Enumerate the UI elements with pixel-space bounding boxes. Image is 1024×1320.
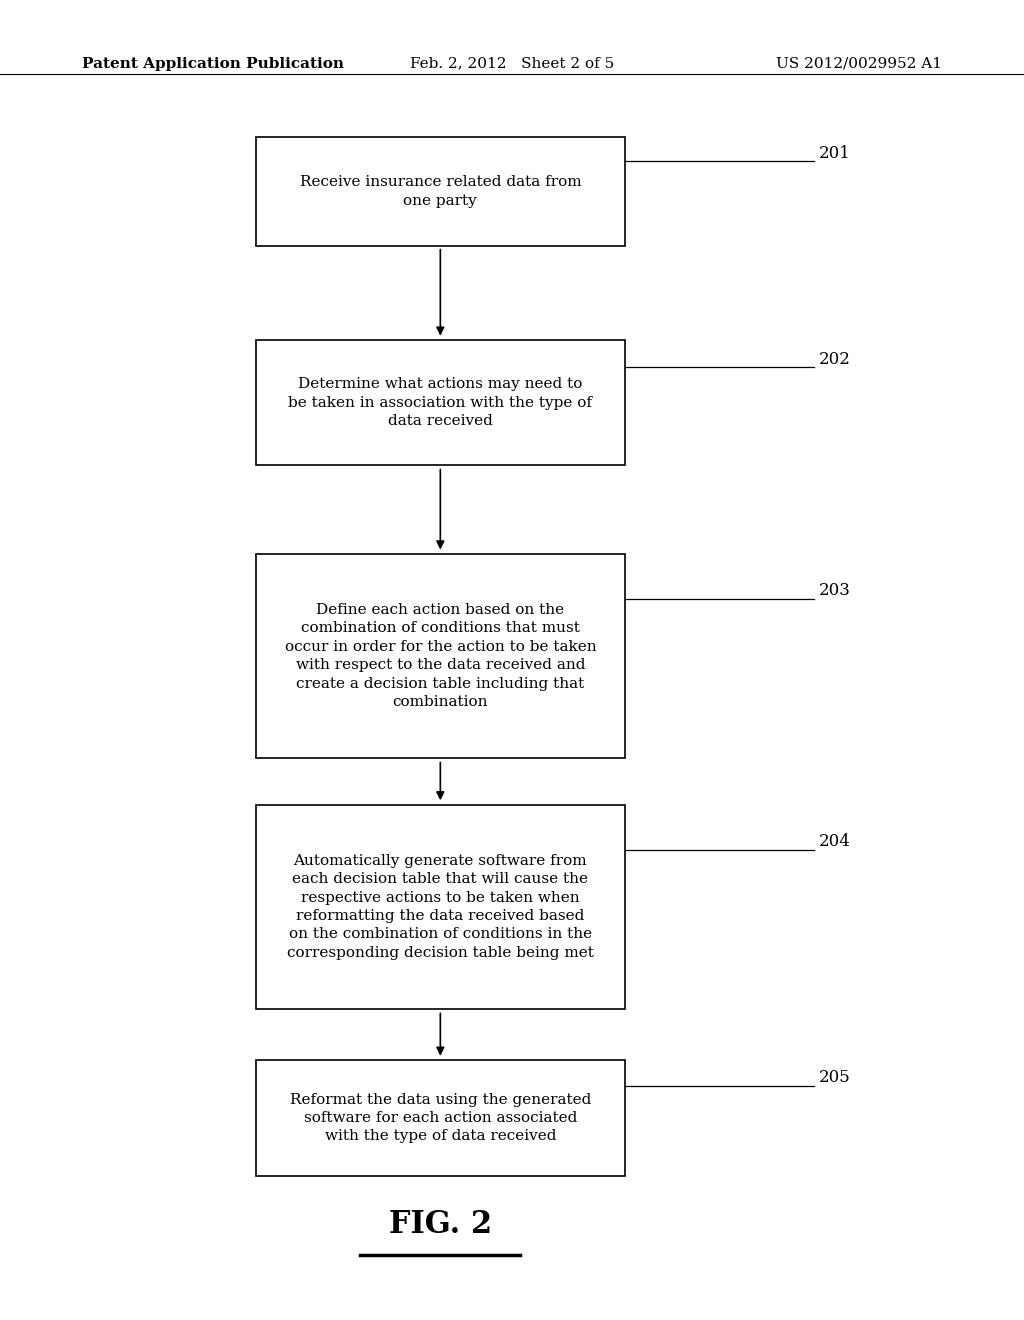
Text: 202: 202 [819, 351, 851, 368]
Text: 205: 205 [819, 1069, 851, 1086]
FancyBboxPatch shape [256, 341, 625, 466]
Text: Feb. 2, 2012   Sheet 2 of 5: Feb. 2, 2012 Sheet 2 of 5 [410, 57, 614, 71]
Text: FIG. 2: FIG. 2 [389, 1209, 492, 1241]
FancyBboxPatch shape [256, 1060, 625, 1176]
FancyBboxPatch shape [256, 137, 625, 246]
Text: 201: 201 [819, 145, 851, 161]
Text: 204: 204 [819, 833, 851, 850]
Text: Receive insurance related data from
one party: Receive insurance related data from one … [299, 176, 582, 207]
FancyBboxPatch shape [256, 805, 625, 1010]
Text: Patent Application Publication: Patent Application Publication [82, 57, 344, 71]
Text: US 2012/0029952 A1: US 2012/0029952 A1 [776, 57, 942, 71]
Text: Determine what actions may need to
be taken in association with the type of
data: Determine what actions may need to be ta… [289, 378, 592, 428]
FancyBboxPatch shape [256, 554, 625, 758]
Text: 203: 203 [819, 582, 851, 599]
Text: Define each action based on the
combination of conditions that must
occur in ord: Define each action based on the combinat… [285, 603, 596, 709]
Text: Automatically generate software from
each decision table that will cause the
res: Automatically generate software from eac… [287, 854, 594, 960]
Text: Reformat the data using the generated
software for each action associated
with t: Reformat the data using the generated so… [290, 1093, 591, 1143]
